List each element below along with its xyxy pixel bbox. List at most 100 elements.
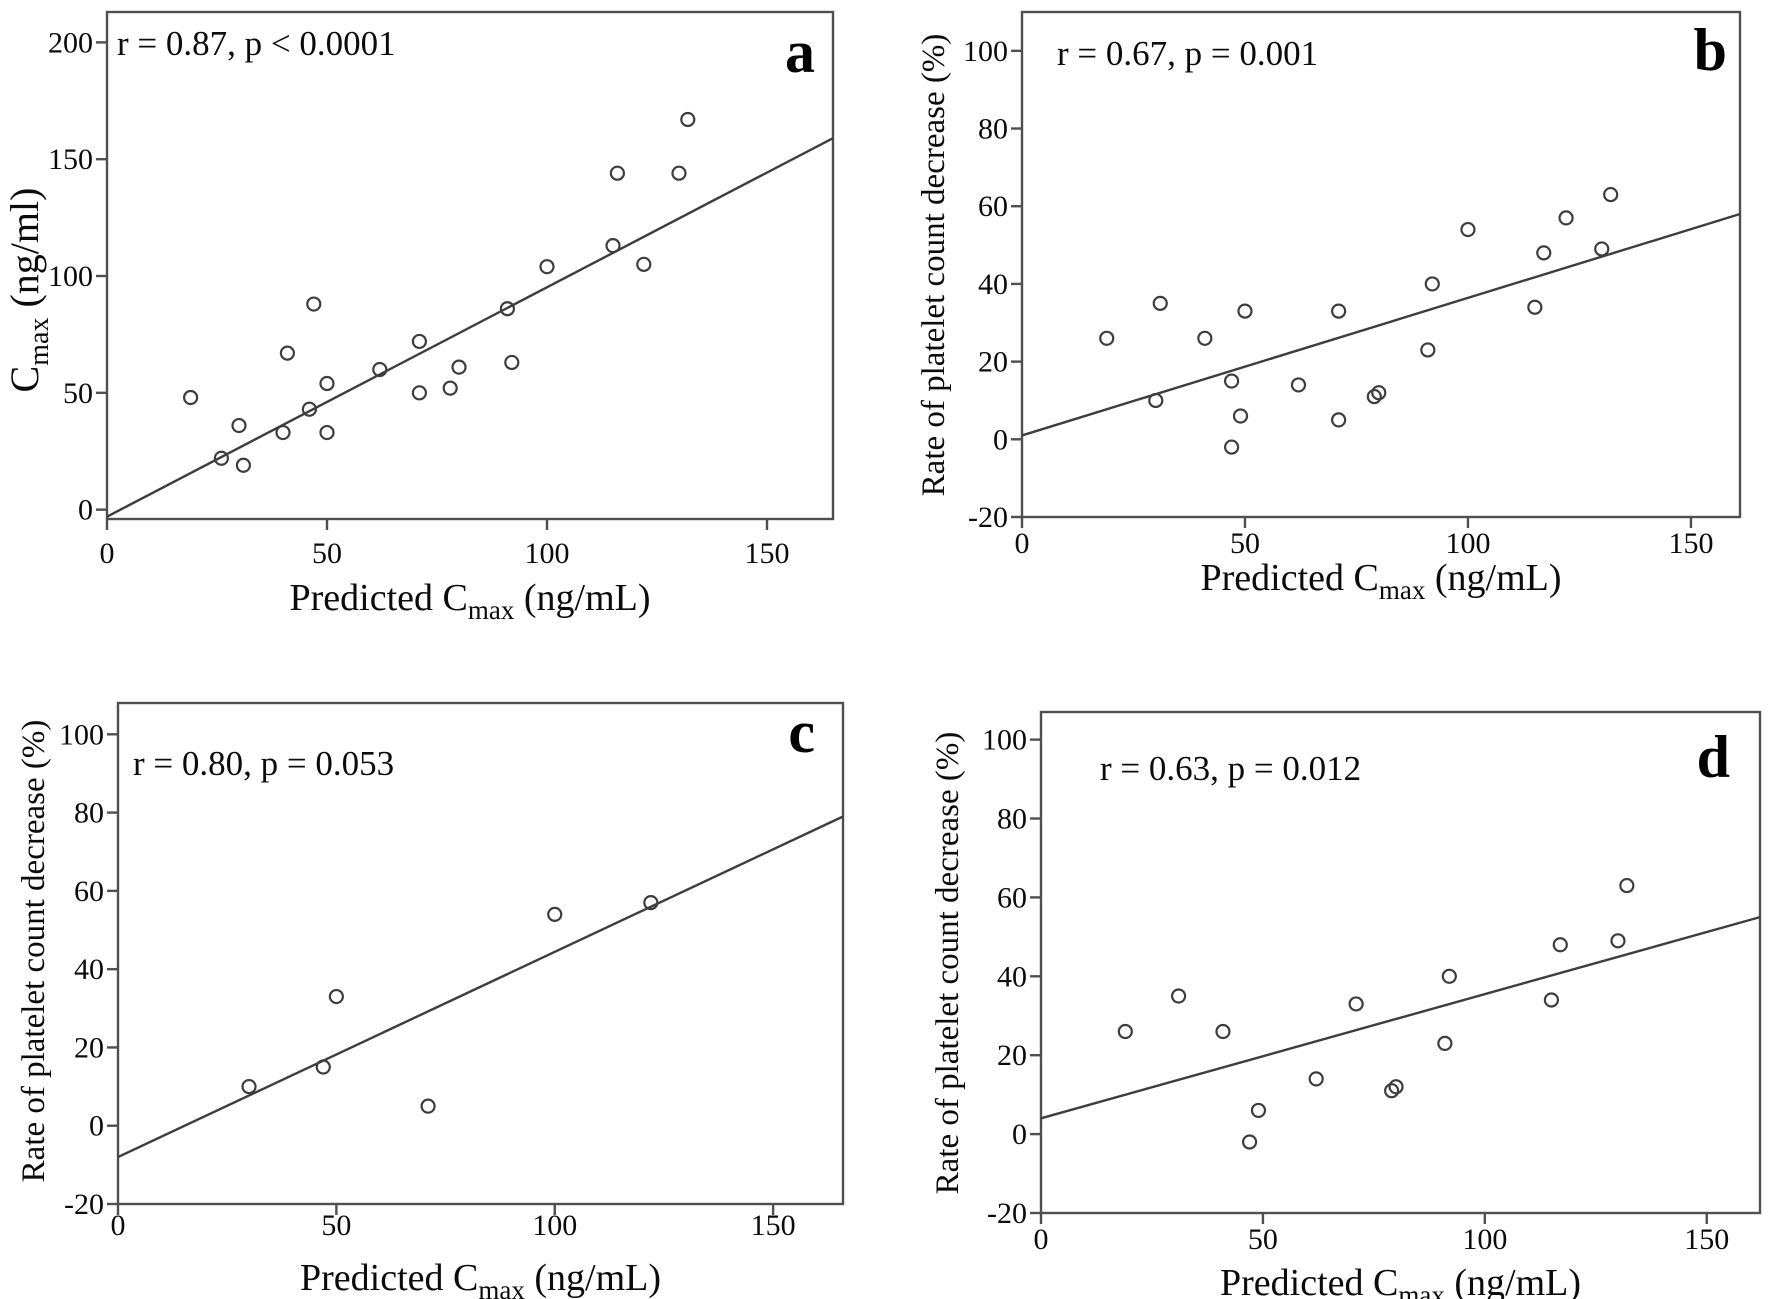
data-point	[1197, 330, 1213, 346]
y-tick-label: 0	[993, 423, 1008, 456]
panel-letter: d	[1697, 724, 1730, 790]
data-point	[1610, 933, 1626, 949]
data-point	[1232, 408, 1249, 424]
stats-annotation: r = 0.63, p = 0.012	[1100, 749, 1361, 788]
data-point	[1170, 988, 1187, 1004]
data-point	[183, 389, 199, 406]
stats-annotation: r = 0.80, p = 0.053	[133, 744, 394, 783]
data-point	[643, 895, 659, 911]
x-axis-title: Predicted Cmax (ng/mL)	[1201, 557, 1562, 605]
data-point	[605, 238, 621, 254]
data-point	[1552, 937, 1568, 953]
data-point	[1215, 1023, 1231, 1040]
panel-letter: b	[1694, 17, 1727, 83]
y-axis-title: Rate of platelet count decrease (%)	[16, 720, 52, 1183]
data-point	[275, 424, 291, 441]
regression-line	[117, 815, 844, 1159]
data-point	[547, 906, 563, 922]
y-tick-label: 200	[48, 26, 93, 59]
x-tick-label: 0	[1015, 527, 1030, 560]
data-point	[1420, 342, 1436, 358]
x-tick-label: 150	[745, 537, 790, 570]
data-point	[328, 988, 344, 1005]
data-point	[315, 1059, 331, 1075]
x-tick-label: 150	[751, 1209, 796, 1242]
data-point	[1290, 377, 1307, 393]
data-point	[306, 296, 322, 312]
x-tick-label: 100	[532, 1209, 577, 1242]
y-tick-label: 20	[978, 346, 1008, 379]
y-tick-label: -20	[987, 1197, 1027, 1230]
x-tick-label: 150	[1684, 1223, 1729, 1256]
data-point	[1308, 1071, 1324, 1087]
x-tick-label: 0	[1034, 1223, 1049, 1256]
x-tick-label: 50	[312, 537, 342, 570]
data-point	[451, 359, 467, 375]
data-point	[1388, 1079, 1404, 1095]
y-tick-label: -20	[968, 501, 1008, 534]
y-tick-label: 100	[982, 724, 1027, 757]
x-axis-title: Predicted Cmax (ng/mL)	[1220, 1262, 1581, 1299]
data-point	[231, 417, 247, 434]
data-point	[279, 345, 295, 361]
y-tick-label: 20	[74, 1031, 104, 1064]
data-point	[671, 165, 687, 181]
y-tick-label: 60	[997, 881, 1027, 914]
x-tick-label: 100	[1462, 1223, 1507, 1256]
data-point	[1331, 303, 1347, 319]
y-tick-label: 150	[48, 143, 93, 176]
regression-line	[1021, 212, 1741, 437]
data-point	[680, 111, 696, 128]
data-point	[1441, 968, 1457, 984]
data-point	[1619, 877, 1635, 894]
data-point	[1250, 1102, 1267, 1119]
panel-letter: c	[788, 699, 815, 765]
data-point	[1331, 412, 1347, 428]
data-point	[1224, 439, 1240, 455]
y-axis-title: Cmax (ng/ml)	[2, 188, 55, 393]
y-tick-label: 0	[89, 1110, 104, 1143]
plot-frame	[116, 701, 845, 1206]
data-point	[213, 450, 229, 466]
data-point	[235, 457, 251, 473]
y-tick-label: -20	[64, 1188, 104, 1221]
plot-frame	[1020, 10, 1742, 519]
data-point	[1152, 295, 1168, 311]
x-tick-label: 100	[1445, 527, 1490, 560]
data-point	[442, 380, 458, 396]
data-point	[1371, 385, 1387, 401]
data-point	[411, 385, 427, 401]
data-point	[1460, 221, 1476, 238]
data-point	[1384, 1083, 1400, 1099]
x-tick-label: 0	[111, 1209, 126, 1242]
data-point	[1603, 186, 1619, 203]
panel-letter: a	[785, 19, 815, 85]
data-point	[1237, 303, 1253, 319]
data-point	[1536, 245, 1552, 261]
y-tick-label: 100	[963, 35, 1008, 68]
data-point	[411, 333, 427, 350]
y-tick-label: 50	[63, 377, 93, 410]
data-point	[372, 361, 388, 378]
y-tick-label: 100	[48, 260, 93, 293]
data-point	[504, 354, 520, 371]
data-point	[1543, 992, 1560, 1008]
x-tick-label: 50	[321, 1209, 351, 1242]
y-tick-label: 20	[997, 1039, 1027, 1072]
y-tick-label: 40	[997, 960, 1027, 993]
data-point	[1117, 1023, 1133, 1040]
data-point	[319, 375, 335, 392]
data-point	[420, 1098, 436, 1114]
y-tick-label: 60	[978, 190, 1008, 223]
data-point	[1527, 299, 1543, 315]
data-point	[319, 424, 335, 441]
data-point	[1424, 276, 1440, 292]
y-axis-title: Rate of platelet count decrease (%)	[930, 732, 966, 1195]
data-point	[1558, 210, 1574, 226]
stats-annotation: r = 0.67, p = 0.001	[1057, 34, 1318, 73]
y-tick-label: 40	[978, 268, 1008, 301]
y-tick-label: 60	[74, 875, 104, 908]
x-tick-label: 50	[1248, 1223, 1278, 1256]
